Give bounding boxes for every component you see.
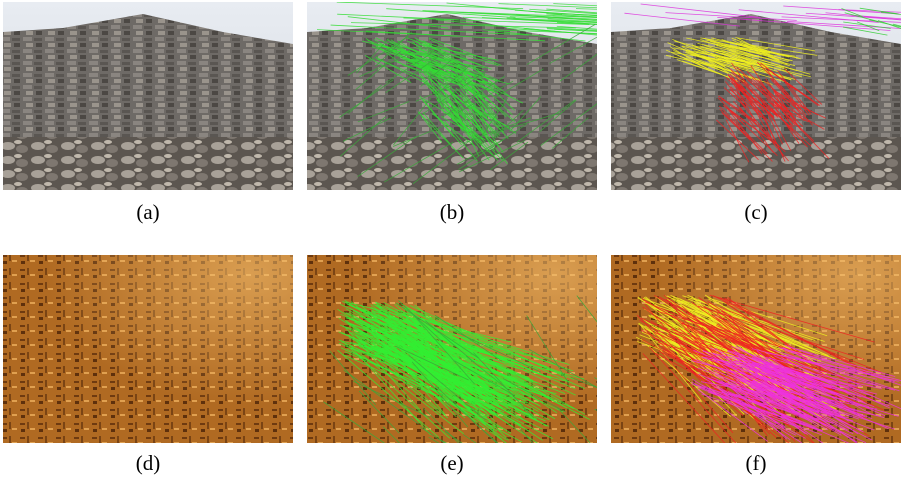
photo [3, 255, 293, 443]
figure: (a) (b) (c) (d) (e) (f) [0, 0, 904, 485]
rubble [307, 137, 597, 190]
panels [3, 2, 904, 485]
photo [611, 255, 904, 452]
caption: (a) [136, 200, 159, 224]
photo [3, 2, 293, 190]
light [3, 255, 293, 443]
rubble [3, 137, 293, 190]
caption: (c) [744, 200, 767, 224]
caption: (b) [440, 200, 465, 224]
caption: (f) [746, 451, 767, 475]
caption: (e) [440, 451, 463, 475]
caption: (d) [136, 451, 161, 475]
photo [611, 2, 904, 190]
